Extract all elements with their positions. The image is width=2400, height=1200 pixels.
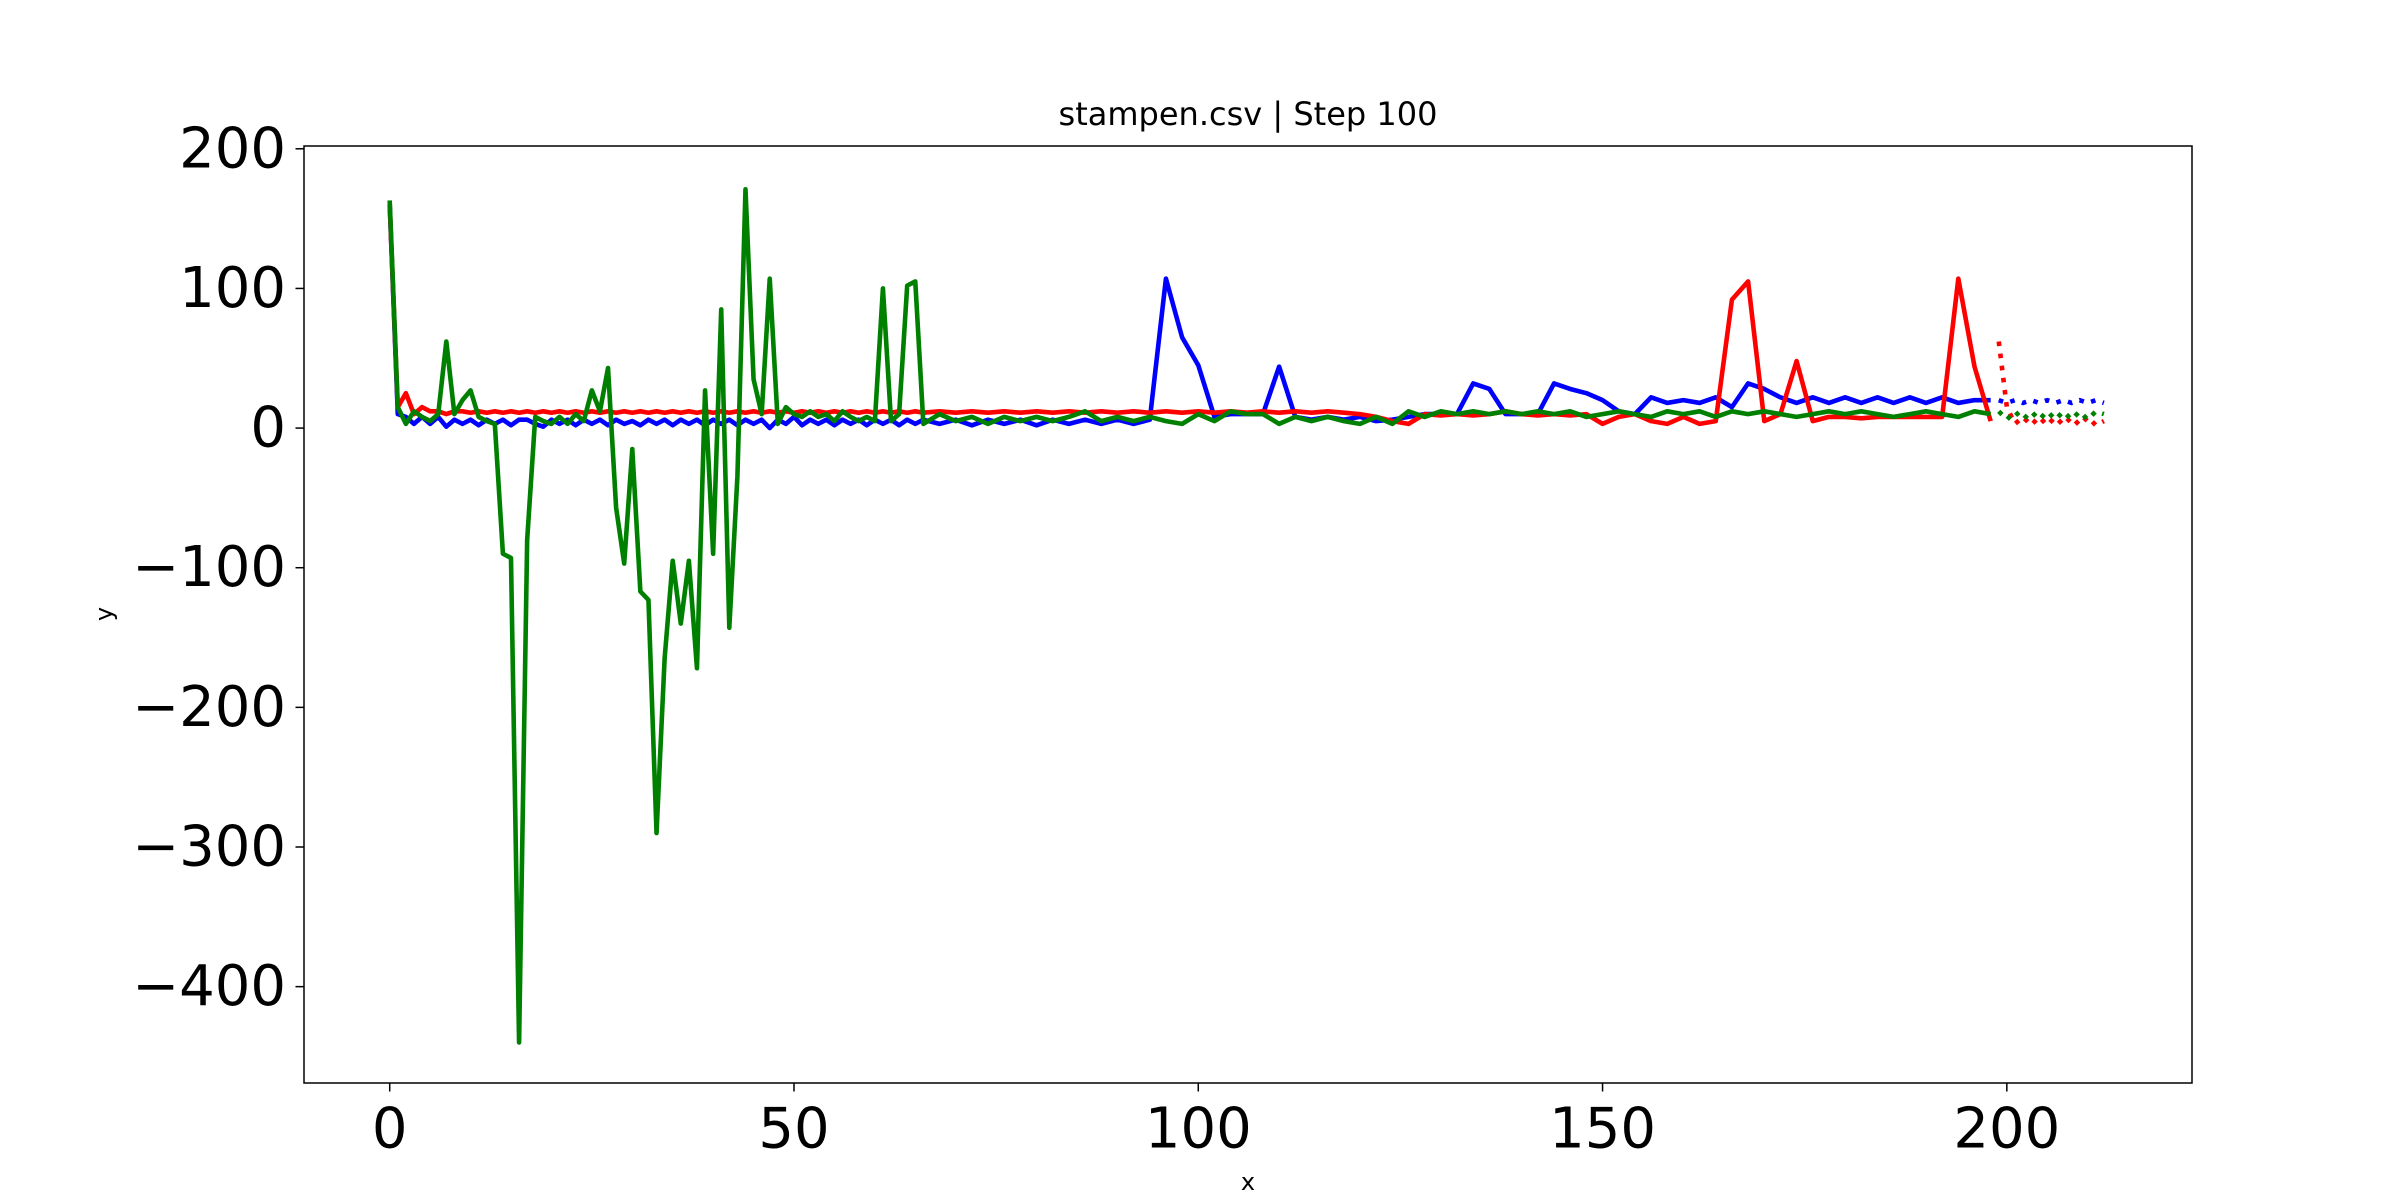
y-tick-label: −200 <box>132 675 286 740</box>
x-axis-label: x <box>1241 1168 1255 1196</box>
y-tick-label: 200 <box>179 116 286 181</box>
y-axis-label: y <box>90 607 118 621</box>
x-tick-label: 50 <box>758 1097 829 1162</box>
y-tick-label: −400 <box>132 954 286 1019</box>
x-tick-label: 100 <box>1145 1097 1252 1162</box>
x-tick-label: 200 <box>1953 1097 2060 1162</box>
chart-title: stampen.csv | Step 100 <box>1059 95 1438 133</box>
x-tick-label: 0 <box>372 1097 408 1162</box>
x-tick-label: 150 <box>1549 1097 1656 1162</box>
y-tick-label: −300 <box>132 815 286 880</box>
series-line <box>1997 409 2105 422</box>
plot-frame <box>303 145 2193 1084</box>
y-tick-label: 0 <box>250 396 286 461</box>
y-tick-label: 100 <box>179 256 286 321</box>
y-tick-label: −100 <box>132 535 286 600</box>
series-line <box>387 186 1992 1045</box>
